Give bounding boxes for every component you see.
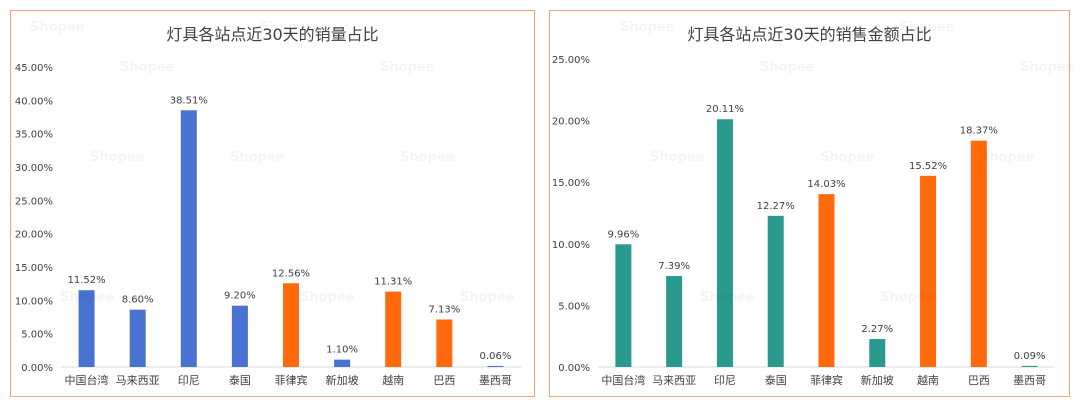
data-label: 8.60% bbox=[122, 295, 154, 306]
x-tick-label: 巴西 bbox=[968, 374, 990, 387]
bar bbox=[129, 309, 146, 367]
data-label: 12.27% bbox=[757, 201, 795, 212]
data-label: 11.31% bbox=[374, 277, 412, 288]
x-tick-label: 中国台湾 bbox=[65, 373, 109, 387]
bar bbox=[180, 110, 197, 368]
chart-title: 灯具各站点近30天的销售金额占比 bbox=[687, 25, 932, 44]
data-label: 1.10% bbox=[326, 345, 358, 356]
y-tick-label: 30.00% bbox=[15, 163, 53, 174]
x-tick-label: 越南 bbox=[382, 373, 404, 387]
data-label: 7.39% bbox=[658, 261, 690, 272]
x-tick-label: 马来西亚 bbox=[652, 374, 696, 387]
bar bbox=[78, 290, 95, 367]
x-tick-label: 墨西哥 bbox=[1013, 374, 1046, 387]
x-tick-label: 越南 bbox=[917, 373, 939, 387]
data-label: 12.56% bbox=[272, 268, 310, 279]
x-tick-label: 菲律宾 bbox=[275, 373, 308, 387]
x-tick-label: 马来西亚 bbox=[116, 374, 160, 387]
y-tick-label: 5.00% bbox=[558, 301, 590, 312]
data-label: 18.37% bbox=[960, 126, 998, 137]
y-tick-label: 5.00% bbox=[21, 330, 53, 341]
data-label: 9.96% bbox=[607, 229, 639, 240]
y-tick-label: 10.00% bbox=[15, 296, 53, 307]
y-tick-label: 25.00% bbox=[15, 196, 53, 207]
bar bbox=[767, 215, 784, 367]
x-tick-label: 中国台湾 bbox=[601, 373, 645, 387]
y-tick-label: 40.00% bbox=[15, 96, 53, 107]
y-tick-label: 20.00% bbox=[15, 230, 53, 241]
data-label: 11.52% bbox=[67, 275, 105, 286]
y-tick-label: 35.00% bbox=[15, 130, 53, 141]
data-label: 7.13% bbox=[428, 304, 460, 315]
bar bbox=[436, 319, 453, 367]
bar bbox=[970, 140, 987, 367]
bar bbox=[231, 305, 248, 367]
data-label: 9.20% bbox=[224, 291, 256, 302]
bar bbox=[666, 275, 683, 367]
x-tick-label: 巴西 bbox=[433, 374, 455, 387]
data-label: 0.09% bbox=[1014, 351, 1046, 362]
bar bbox=[487, 366, 504, 367]
bar bbox=[1021, 365, 1038, 367]
bar bbox=[716, 119, 733, 367]
bar bbox=[920, 175, 937, 367]
x-tick-label: 新加坡 bbox=[326, 373, 359, 387]
y-tick-label: 15.00% bbox=[15, 263, 53, 274]
y-tick-label: 10.00% bbox=[552, 240, 590, 251]
bar bbox=[818, 194, 835, 367]
data-label: 38.51% bbox=[170, 95, 208, 106]
bar bbox=[615, 244, 632, 367]
data-label: 15.52% bbox=[909, 161, 947, 172]
x-tick-label: 印尼 bbox=[178, 374, 200, 387]
data-label: 0.06% bbox=[480, 351, 512, 362]
sales-amount-chart-panel: 灯具各站点近30天的销售金额占比 0.00% 5.00% 10.00% 15.00% 2… bbox=[549, 10, 1070, 397]
sales-volume-bar-chart: 0.00% 5.00% 10.00% 15.00% 20.00% 25.00% 30.00%… bbox=[15, 63, 521, 387]
x-tick-label: 印尼 bbox=[714, 374, 736, 387]
y-tick-label: 0.00% bbox=[21, 363, 53, 374]
x-tick-label: 泰国 bbox=[765, 373, 787, 387]
x-tick-label: 菲律宾 bbox=[810, 373, 843, 387]
bar bbox=[385, 291, 402, 367]
chart-title: 灯具各站点近30天的销量占比 bbox=[166, 25, 379, 44]
sales-volume-chart-panel: 灯具各站点近30天的销量占比 0.00% 5.00% 10.00% 15.00% 20.… bbox=[10, 10, 535, 397]
data-label: 14.03% bbox=[807, 179, 845, 190]
bar bbox=[869, 339, 886, 367]
y-tick-label: 20.00% bbox=[552, 117, 590, 128]
y-tick-label: 15.00% bbox=[552, 178, 590, 189]
y-tick-label: 25.00% bbox=[552, 55, 590, 66]
data-label: 2.27% bbox=[861, 324, 893, 335]
x-tick-label: 墨西哥 bbox=[479, 374, 512, 387]
x-tick-label: 泰国 bbox=[229, 373, 251, 387]
bar bbox=[334, 359, 351, 367]
y-tick-label: 0.00% bbox=[558, 363, 590, 374]
x-tick-label: 新加坡 bbox=[861, 373, 894, 387]
sales-amount-bar-chart: 0.00% 5.00% 10.00% 15.00% 20.00% 25.00% 9.96% 中… bbox=[552, 55, 1055, 387]
y-tick-label: 45.00% bbox=[15, 63, 53, 74]
bar bbox=[283, 283, 299, 367]
data-label: 20.11% bbox=[706, 104, 744, 115]
